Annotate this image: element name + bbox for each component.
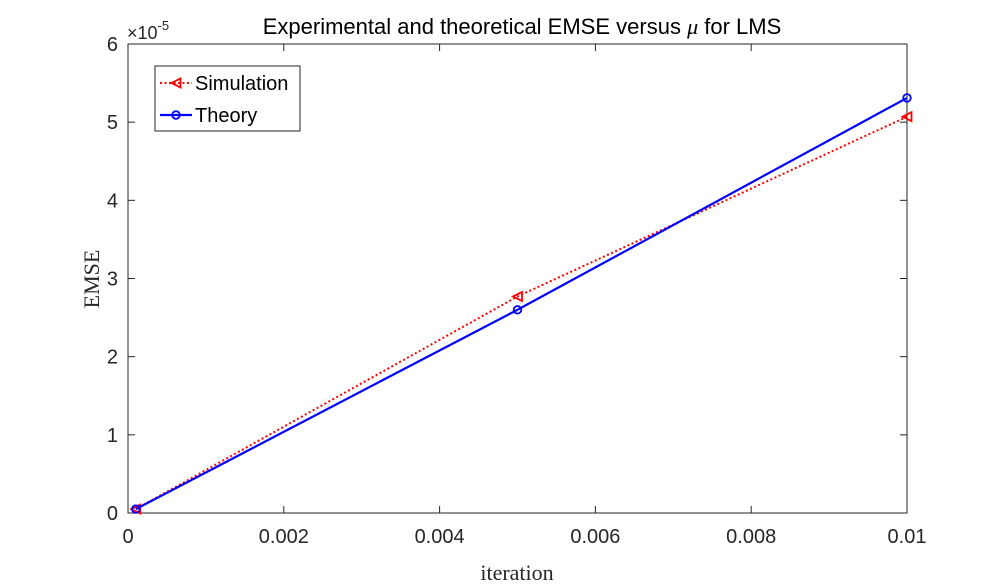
series-layer bbox=[129, 93, 913, 516]
y-tick-label: 4 bbox=[107, 190, 118, 212]
x-axis-ticks: 0 0.002 0.004 0.006 0.008 0.01 bbox=[122, 44, 926, 548]
theory-data-point bbox=[131, 504, 141, 514]
simulation-data-point bbox=[510, 290, 523, 303]
legend: Simulation Theory bbox=[154, 65, 301, 132]
theory-data-point bbox=[902, 93, 912, 103]
y-tick-label: 6 bbox=[107, 34, 118, 56]
x-tick-label: 0.01 bbox=[888, 526, 927, 548]
y-tick-label: 5 bbox=[107, 112, 118, 134]
y-axis-ticks: 0 1 2 3 4 5 6 bbox=[107, 34, 907, 525]
chart-title: Experimental and theoretical EMSE versus… bbox=[263, 14, 782, 39]
legend-marker-simulation bbox=[169, 77, 182, 89]
x-tick-label: 0.002 bbox=[259, 526, 309, 548]
legend-label-simulation: Simulation bbox=[195, 73, 288, 95]
y-tick-label: 2 bbox=[107, 347, 118, 369]
y-axis-label: EMSE bbox=[79, 250, 104, 309]
simulation-data-point bbox=[900, 110, 913, 123]
y-tick-label: 3 bbox=[107, 269, 118, 291]
theory-series-line bbox=[135, 96, 908, 511]
x-tick-label: 0 bbox=[122, 526, 133, 548]
theory-data-point bbox=[512, 305, 523, 315]
y-exponent-label: ×10-5 bbox=[127, 18, 169, 43]
x-tick-label: 0.006 bbox=[570, 526, 620, 548]
legend-box bbox=[154, 65, 301, 132]
legend-label-theory: Theory bbox=[195, 105, 257, 127]
y-tick-label: 1 bbox=[107, 425, 118, 447]
x-axis-label: iteration bbox=[480, 560, 553, 584]
legend-marker-theory bbox=[171, 110, 181, 120]
simulation-series-line bbox=[135, 115, 908, 510]
x-tick-label: 0.008 bbox=[726, 526, 776, 548]
x-tick-label: 0.004 bbox=[415, 526, 465, 548]
y-tick-label: 0 bbox=[107, 503, 118, 525]
